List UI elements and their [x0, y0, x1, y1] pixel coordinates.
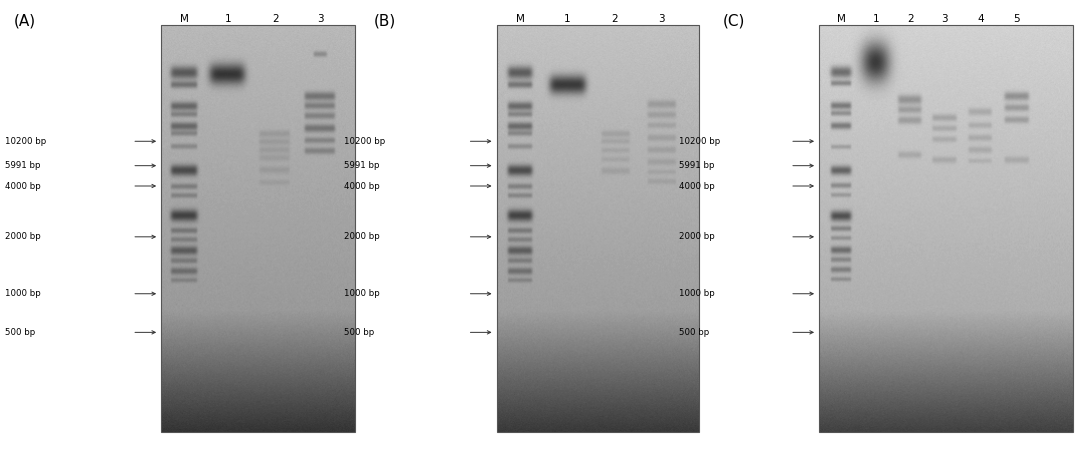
Text: 10200 bp: 10200 bp: [344, 137, 385, 146]
Text: 2: 2: [612, 14, 618, 24]
Text: 2000 bp: 2000 bp: [5, 232, 41, 241]
Text: (B): (B): [374, 13, 397, 28]
Text: 1000 bp: 1000 bp: [679, 289, 715, 298]
Text: 1: 1: [225, 14, 231, 24]
Text: 3: 3: [942, 14, 948, 24]
Text: 2: 2: [907, 14, 914, 24]
Text: 3: 3: [317, 14, 324, 24]
Bar: [819, 25, 1073, 432]
Text: 2000 bp: 2000 bp: [344, 232, 379, 241]
Text: 5: 5: [1014, 14, 1020, 24]
Text: M: M: [837, 14, 846, 24]
Text: 10200 bp: 10200 bp: [679, 137, 720, 146]
Text: (C): (C): [722, 13, 745, 28]
Text: 4: 4: [977, 14, 984, 24]
Bar: [161, 25, 355, 432]
Text: 10200 bp: 10200 bp: [5, 137, 46, 146]
Text: 2000 bp: 2000 bp: [679, 232, 715, 241]
Text: 4000 bp: 4000 bp: [344, 182, 379, 190]
Text: 5991 bp: 5991 bp: [679, 161, 715, 170]
Text: 500 bp: 500 bp: [344, 328, 374, 337]
Text: M: M: [181, 14, 189, 24]
Text: 1000 bp: 1000 bp: [344, 289, 379, 298]
Text: 500 bp: 500 bp: [679, 328, 710, 337]
Text: 5991 bp: 5991 bp: [344, 161, 379, 170]
Bar: [497, 25, 699, 432]
Text: M: M: [516, 14, 525, 24]
Text: 1: 1: [564, 14, 571, 24]
Text: 3: 3: [658, 14, 664, 24]
Text: 4000 bp: 4000 bp: [679, 182, 715, 190]
Text: 1000 bp: 1000 bp: [5, 289, 41, 298]
Text: (A): (A): [14, 13, 37, 28]
Text: 500 bp: 500 bp: [5, 328, 35, 337]
Text: 4000 bp: 4000 bp: [5, 182, 41, 190]
Text: 2: 2: [272, 14, 278, 24]
Text: 1: 1: [873, 14, 879, 24]
Text: 5991 bp: 5991 bp: [5, 161, 41, 170]
